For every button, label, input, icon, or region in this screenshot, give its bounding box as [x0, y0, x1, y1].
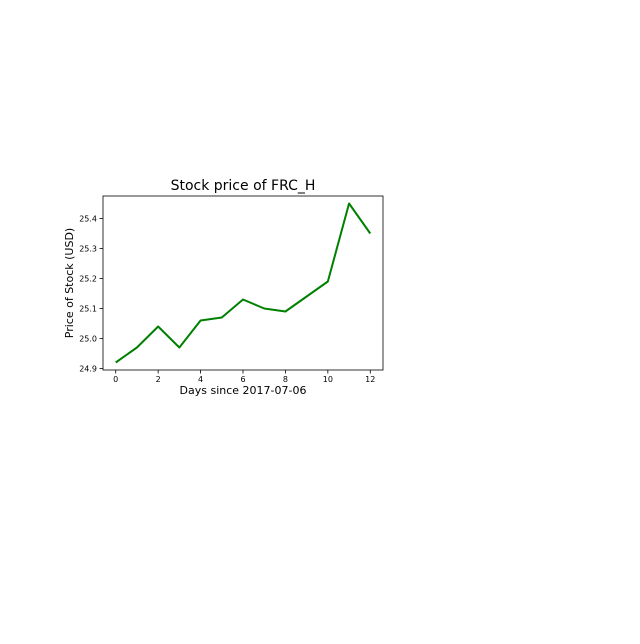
chart-title: Stock price of FRC_H	[171, 178, 316, 194]
x-tick-label: 0	[113, 375, 118, 384]
y-tick-label: 25.4	[79, 215, 97, 224]
x-tick-label: 10	[323, 375, 333, 384]
y-tick-label: 25.0	[79, 335, 97, 344]
y-tick-label: 25.3	[79, 245, 97, 254]
x-tick-label: 2	[156, 375, 161, 384]
y-axis-label: Price of Stock (USD)	[63, 228, 76, 338]
x-tick-label: 8	[283, 375, 288, 384]
x-tick-label: 4	[198, 375, 203, 384]
x-axis-label: Days since 2017-07-06	[180, 384, 307, 397]
x-tick-label: 6	[240, 375, 245, 384]
price-line	[115, 202, 372, 364]
plot-area: 0 2 4 6 8 10 12 24.9 25.0 25.1 25.2 25.3 25.4	[79, 195, 384, 384]
x-tick-label: 12	[365, 375, 375, 384]
y-tick-label: 25.2	[79, 275, 97, 284]
y-tick-label: 24.9	[79, 365, 97, 374]
y-tick-label: 25.1	[79, 305, 97, 314]
axes-frame	[102, 195, 384, 371]
